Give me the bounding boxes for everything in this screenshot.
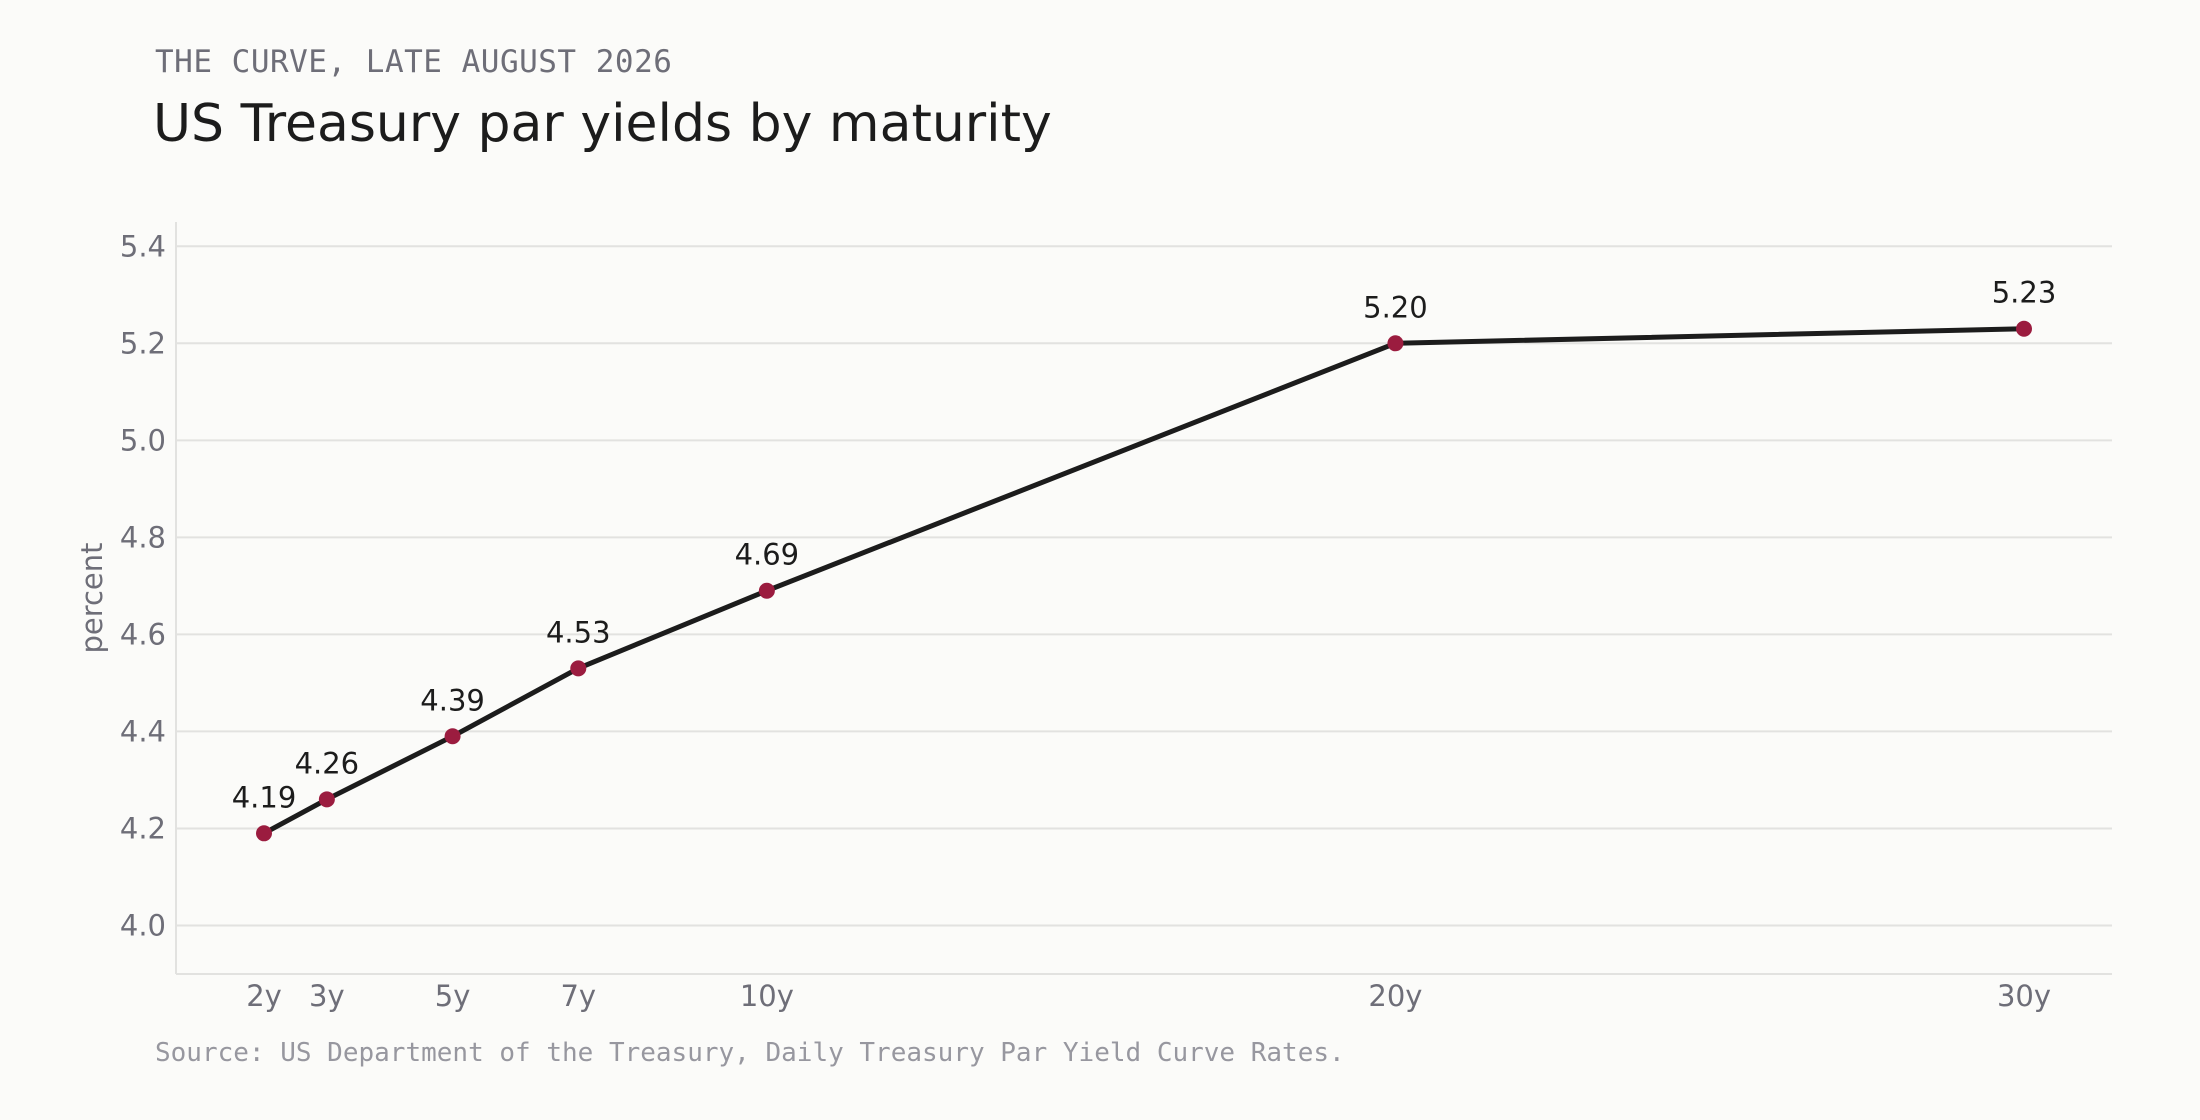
y-tick-label: 4.0	[120, 908, 166, 942]
y-tick-label: 5.2	[120, 326, 166, 360]
y-tick-label: 5.4	[120, 229, 166, 263]
chart-kicker: THE CURVE, LATE AUGUST 2026	[155, 44, 673, 80]
y-tick-label: 4.4	[120, 714, 166, 748]
x-tick-label: 2y	[246, 979, 282, 1013]
data-label: 5.23	[1992, 276, 2057, 310]
data-label: 4.26	[295, 746, 360, 780]
x-tick-label: 7y	[560, 979, 596, 1013]
axes	[175, 222, 2112, 975]
data-point	[758, 582, 775, 599]
data-label: 4.53	[546, 615, 611, 649]
series-line	[262, 326, 2025, 836]
data-labels: 4.194.26 4.39 4.53 4.69 5.20 5.23	[232, 276, 2057, 815]
data-label: 5.20	[1363, 290, 1428, 324]
data-point	[318, 791, 335, 808]
x-tick-label: 20y	[1368, 979, 1422, 1013]
data-point	[444, 728, 461, 745]
data-point	[2016, 320, 2032, 337]
y-tick-label: 4.6	[120, 617, 166, 651]
data-point	[256, 825, 272, 842]
data-point	[1387, 335, 1404, 352]
y-tick-label: 4.8	[120, 520, 166, 554]
x-tick-label: 5y	[435, 979, 471, 1013]
y-tick-label: 5.0	[120, 423, 166, 457]
data-label: 4.19	[232, 780, 297, 814]
data-label: 4.69	[735, 538, 800, 572]
y-axis-label: percent	[75, 542, 109, 653]
y-tick-labels: 4.0 4.2 4.4 4.6 4.8 5.0 5.2 5.4	[120, 229, 166, 942]
data-point	[570, 660, 587, 677]
x-tick-label: 10y	[740, 979, 794, 1013]
grid-lines	[176, 245, 2112, 927]
x-tick-labels: 2y 3y 5y 7y 10y 20y 30y	[246, 979, 2051, 1013]
x-tick-label: 30y	[1997, 979, 2051, 1013]
y-tick-label: 4.2	[120, 811, 166, 845]
source-note: Source: US Department of the Treasury, D…	[155, 1038, 1345, 1068]
data-label: 4.39	[420, 683, 485, 717]
data-points	[256, 320, 2032, 842]
x-tick-label: 3y	[309, 979, 345, 1013]
chart-title: US Treasury par yields by maturity	[153, 94, 1052, 154]
